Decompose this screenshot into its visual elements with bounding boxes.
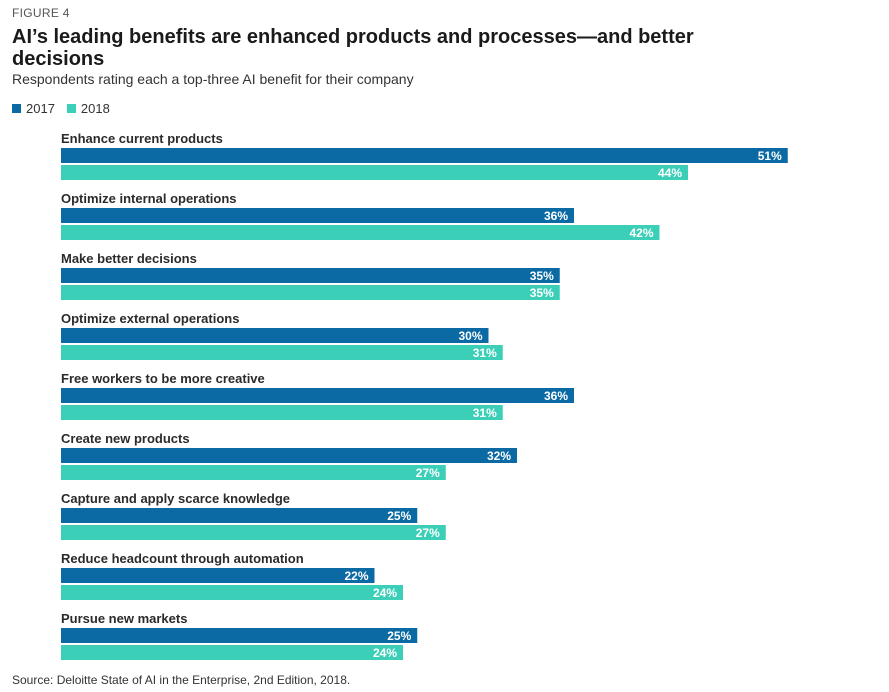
data-label-2017: 35% [530,269,554,283]
source-note: Source: Deloitte State of AI in the Ente… [12,673,351,687]
bar-2018 [61,405,503,420]
data-label-2017: 22% [344,569,368,583]
category-label: Optimize external operations [61,311,239,326]
data-label-2018: 31% [473,406,497,420]
bar-group: Optimize internal operations 36% 42% [61,191,660,240]
bar-2017 [61,448,517,463]
bar-2018 [61,165,688,180]
legend-item-2018: 2018 [66,101,110,116]
category-label: Optimize internal operations [61,191,237,206]
bar-group: Reduce headcount through automation 22% 24… [61,551,403,600]
bar-2018 [61,645,403,660]
data-label-2017: 25% [387,629,411,643]
data-label-2018: 35% [530,286,554,300]
data-label-2018: 42% [629,226,653,240]
legend-item-2017: 2017 [12,101,55,116]
data-label-2017: 51% [758,149,782,163]
category-label: Enhance current products [61,131,223,146]
chart-title: AI’s leading benefits are enhanced produ… [12,26,694,70]
category-label: Free workers to be more creative [61,371,265,386]
data-label-2017: 32% [487,449,511,463]
data-label-2018: 44% [658,166,682,180]
category-label: Reduce headcount through automation [61,551,304,566]
legend-label-2017: 2017 [26,101,55,116]
chart-subtitle: Respondents rating each a top-three AI b… [12,71,414,87]
bar-2018 [61,285,560,300]
data-label-2017: 36% [544,209,568,223]
bar-group: Optimize external operations 30% 31% [61,311,503,360]
legend-swatch-2018 [66,104,76,113]
data-label-2018: 24% [373,646,397,660]
bar-group: Free workers to be more creative 36% 31% [61,371,574,420]
data-label-2018: 27% [416,466,440,480]
bar-2017 [61,268,560,283]
bar-2018 [61,525,446,540]
bar-2017 [61,208,574,223]
bar-2017 [61,568,375,583]
legend-swatch-2017 [12,104,21,113]
bar-2017 [61,628,418,643]
bar-group: Create new products 32% 27% [61,431,517,480]
bar-2018 [61,225,660,240]
data-label-2018: 27% [416,526,440,540]
bar-2017 [61,508,418,523]
bar-group: Enhance current products 51% 44% [61,131,788,180]
bar-2018 [61,585,403,600]
bar-group: Capture and apply scarce knowledge 25% 27% [61,491,446,540]
legend: 2017 2018 [12,101,122,116]
data-label-2018: 24% [373,586,397,600]
bar-2017 [61,388,574,403]
figure-label: FIGURE 4 [12,6,70,20]
legend-label-2018: 2018 [80,101,110,116]
category-label: Create new products [61,431,190,446]
data-label-2017: 30% [458,329,482,343]
bar-group: Make better decisions 35% 35% [61,251,560,300]
category-label: Make better decisions [61,251,197,266]
bar-2018 [61,345,503,360]
bar-2017 [61,328,489,343]
category-label: Pursue new markets [61,611,187,626]
data-label-2017: 36% [544,389,568,403]
bar-group: Pursue new markets 25% 24% [61,611,418,660]
data-label-2017: 25% [387,509,411,523]
bar-2018 [61,465,446,480]
data-label-2018: 31% [473,346,497,360]
bar-2017 [61,148,788,163]
category-label: Capture and apply scarce knowledge [61,491,290,506]
